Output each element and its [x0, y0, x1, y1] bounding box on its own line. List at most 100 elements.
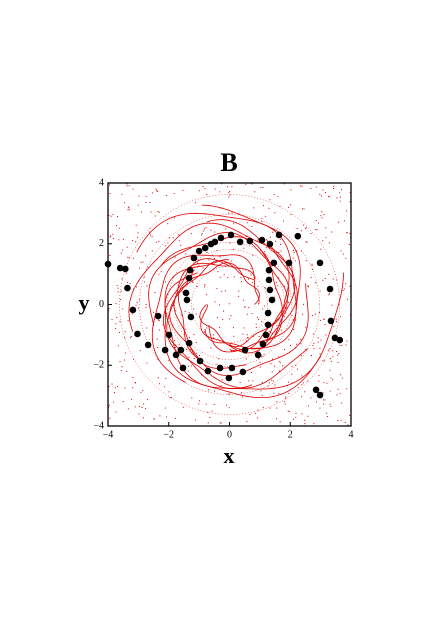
background-dot — [178, 343, 180, 345]
background-dot — [201, 234, 203, 236]
background-dot — [296, 228, 298, 230]
background-dot — [201, 233, 203, 235]
background-dot — [318, 380, 320, 382]
background-dot — [325, 334, 327, 336]
background-dot — [343, 220, 345, 222]
background-dot — [162, 324, 164, 326]
background-dot — [207, 389, 209, 391]
background-dot — [238, 295, 240, 297]
point — [266, 240, 274, 248]
background-dot — [157, 358, 159, 360]
background-dot — [290, 204, 292, 206]
background-dot — [340, 250, 342, 252]
background-dot — [338, 221, 340, 223]
background-dot — [331, 231, 333, 233]
background-dot — [292, 249, 294, 251]
background-dot — [293, 284, 295, 286]
background-dot — [108, 404, 110, 406]
background-dot — [319, 353, 321, 355]
background-dot — [315, 229, 317, 231]
background-dot — [198, 264, 200, 266]
background-dot — [288, 207, 290, 209]
background-dot — [248, 380, 250, 382]
background-dot — [319, 407, 321, 409]
background-dot — [277, 285, 279, 287]
background-dot — [322, 360, 324, 362]
background-dot — [157, 377, 159, 379]
background-dot — [262, 205, 264, 207]
background-dot — [117, 345, 119, 347]
background-dot — [164, 386, 166, 388]
background-dot — [345, 344, 347, 346]
background-dot — [322, 392, 324, 394]
background-dot — [321, 217, 323, 219]
background-dot — [110, 235, 112, 237]
point — [258, 236, 266, 244]
background-dot — [140, 211, 142, 213]
background-dot — [228, 303, 230, 305]
background-dot — [155, 188, 157, 190]
background-dot — [214, 390, 216, 392]
background-dot — [295, 416, 297, 418]
background-dot — [174, 347, 176, 349]
y-tick-label: −4 — [93, 420, 104, 431]
background-dot — [252, 254, 254, 256]
background-dot — [245, 352, 247, 354]
background-dot — [311, 263, 313, 265]
x-axis-label: x — [224, 443, 235, 468]
y-axis-label: y — [79, 290, 90, 315]
background-dot — [303, 303, 305, 305]
background-dot — [219, 276, 221, 278]
background-dot — [271, 379, 273, 381]
background-dot — [284, 306, 286, 308]
background-dot — [315, 282, 317, 284]
background-ring — [174, 249, 285, 360]
background-dot — [345, 210, 347, 212]
background-dot — [214, 188, 216, 190]
background-dot — [245, 183, 247, 185]
background-dot — [296, 368, 298, 370]
background-dot — [153, 418, 155, 420]
background-dot — [138, 405, 140, 407]
background-dot — [186, 283, 188, 285]
background-dot — [280, 362, 282, 364]
background-dot — [288, 411, 290, 413]
background-dot — [255, 323, 257, 325]
background-dot — [329, 357, 331, 359]
background-ring — [167, 242, 292, 367]
background-dot — [124, 352, 126, 354]
background-dot — [313, 343, 315, 345]
background-dot — [150, 234, 152, 236]
background-dot — [243, 247, 245, 249]
background-dot — [170, 397, 172, 399]
point — [116, 264, 124, 272]
background-dot — [274, 365, 276, 367]
background-dot — [258, 335, 260, 337]
background-dot — [304, 419, 306, 421]
background-dot — [198, 316, 200, 318]
point — [326, 285, 334, 293]
background-dot — [252, 336, 254, 338]
background-curve — [199, 249, 283, 348]
background-dot — [138, 413, 140, 415]
background-dot — [123, 359, 125, 361]
background-dot — [257, 239, 259, 241]
background-dot — [119, 320, 121, 322]
background-dot — [127, 256, 129, 258]
background-dot — [115, 327, 117, 329]
background-dot — [209, 417, 211, 419]
background-dot — [260, 390, 262, 392]
point — [239, 368, 247, 376]
background-dot — [121, 193, 123, 195]
background-dot — [296, 250, 298, 252]
background-dot — [125, 272, 127, 274]
background-curve — [128, 222, 290, 342]
x-tick-label: −2 — [163, 429, 174, 440]
background-dot — [109, 236, 111, 238]
background-dot — [120, 290, 122, 292]
background-dot — [228, 212, 230, 214]
background-dot — [247, 278, 249, 280]
background-dot — [116, 284, 118, 286]
background-dot — [329, 390, 331, 392]
background-dot — [275, 240, 277, 242]
